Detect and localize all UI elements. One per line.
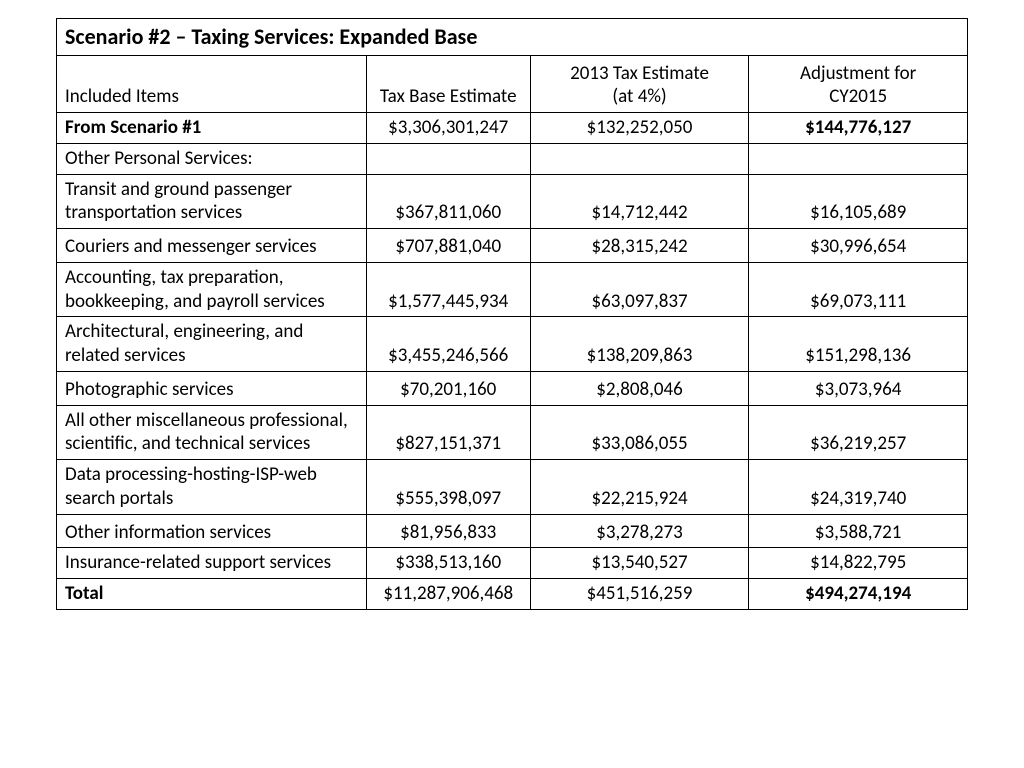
- table-row: Couriers and messenger services$707,881,…: [57, 229, 968, 263]
- cell-adj: $3,073,964: [749, 371, 968, 405]
- table-row: Architectural, engineering, and related …: [57, 317, 968, 372]
- cell-base: $338,513,160: [366, 548, 530, 579]
- table-row: From Scenario #1$3,306,301,247$132,252,0…: [57, 113, 968, 144]
- table-row: Total$11,287,906,468$451,516,259$494,274…: [57, 579, 968, 610]
- cell-tax: $33,086,055: [530, 405, 749, 460]
- cell-label: Photographic services: [57, 371, 367, 405]
- cell-base: $707,881,040: [366, 229, 530, 263]
- cell-tax: $138,209,863: [530, 317, 749, 372]
- cell-label: Transit and ground passenger transportat…: [57, 174, 367, 229]
- table-header-row: Included Items Tax Base Estimate 2013 Ta…: [57, 55, 968, 113]
- cell-adj: $16,105,689: [749, 174, 968, 229]
- cell-label: Total: [57, 579, 367, 610]
- cell-base: $3,306,301,247: [366, 113, 530, 144]
- table-row: All other miscellaneous professional, sc…: [57, 405, 968, 460]
- table-title: Scenario #2 – Taxing Services: Expanded …: [57, 19, 968, 56]
- cell-adj: $144,776,127: [749, 113, 968, 144]
- cell-base: $1,577,445,934: [366, 262, 530, 317]
- cell-adj: $14,822,795: [749, 548, 968, 579]
- cell-base: $3,455,246,566: [366, 317, 530, 372]
- cell-label: From Scenario #1: [57, 113, 367, 144]
- cell-label: Data processing-hosting-ISP-web search p…: [57, 460, 367, 515]
- cell-tax: $14,712,442: [530, 174, 749, 229]
- cell-tax: $13,540,527: [530, 548, 749, 579]
- cell-tax: $3,278,273: [530, 514, 749, 548]
- cell-base: $11,287,906,468: [366, 579, 530, 610]
- cell-tax: $2,808,046: [530, 371, 749, 405]
- table-title-row: Scenario #2 – Taxing Services: Expanded …: [57, 19, 968, 56]
- cell-adj: [749, 143, 968, 174]
- header-adjustment: Adjustment for CY2015: [749, 55, 968, 113]
- cell-tax: [530, 143, 749, 174]
- header-tax-estimate: 2013 Tax Estimate (at 4%): [530, 55, 749, 113]
- cell-tax: $28,315,242: [530, 229, 749, 263]
- cell-base: $367,811,060: [366, 174, 530, 229]
- cell-tax: $22,215,924: [530, 460, 749, 515]
- cell-label: Architectural, engineering, and related …: [57, 317, 367, 372]
- cell-label: Couriers and messenger services: [57, 229, 367, 263]
- cell-label: Accounting, tax preparation, bookkeeping…: [57, 262, 367, 317]
- cell-label: Other information services: [57, 514, 367, 548]
- table-row: Insurance-related support services$338,5…: [57, 548, 968, 579]
- cell-base: $70,201,160: [366, 371, 530, 405]
- table-row: Accounting, tax preparation, bookkeeping…: [57, 262, 968, 317]
- table-row: Other Personal Services:: [57, 143, 968, 174]
- cell-tax: $451,516,259: [530, 579, 749, 610]
- header-included-items: Included Items: [57, 55, 367, 113]
- cell-base: $555,398,097: [366, 460, 530, 515]
- header-tax-base: Tax Base Estimate: [366, 55, 530, 113]
- cell-tax: $132,252,050: [530, 113, 749, 144]
- cell-adj: $3,588,721: [749, 514, 968, 548]
- table-row: Other information services$81,956,833$3,…: [57, 514, 968, 548]
- cell-base: $827,151,371: [366, 405, 530, 460]
- cell-tax: $63,097,837: [530, 262, 749, 317]
- cell-label: Other Personal Services:: [57, 143, 367, 174]
- cell-adj: $494,274,194: [749, 579, 968, 610]
- cell-adj: $151,298,136: [749, 317, 968, 372]
- cell-base: [366, 143, 530, 174]
- cell-label: Insurance-related support services: [57, 548, 367, 579]
- cell-label: All other miscellaneous professional, sc…: [57, 405, 367, 460]
- cell-adj: $69,073,111: [749, 262, 968, 317]
- table-row: Data processing-hosting-ISP-web search p…: [57, 460, 968, 515]
- cell-adj: $36,219,257: [749, 405, 968, 460]
- cell-adj: $30,996,654: [749, 229, 968, 263]
- table-row: Photographic services$70,201,160$2,808,0…: [57, 371, 968, 405]
- cell-base: $81,956,833: [366, 514, 530, 548]
- cell-adj: $24,319,740: [749, 460, 968, 515]
- scenario-table: Scenario #2 – Taxing Services: Expanded …: [56, 18, 968, 610]
- table-row: Transit and ground passenger transportat…: [57, 174, 968, 229]
